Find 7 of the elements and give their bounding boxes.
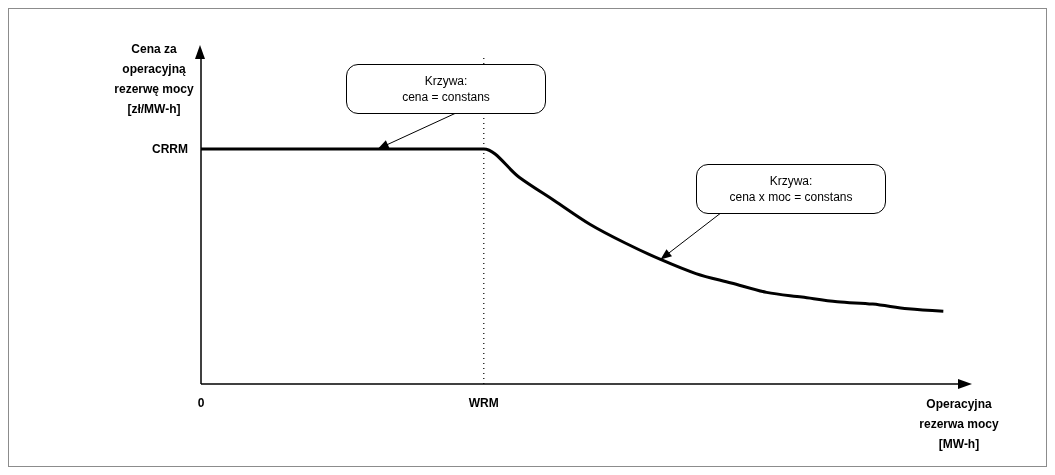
callout-box: Krzywa: cena x moc = constans [696, 164, 886, 214]
callout-box: Krzywa: cena = constans [346, 64, 546, 114]
x-tick-label: WRM [468, 395, 499, 410]
x-axis-title: Operacyjna rezerwa mocy [MW-h] [918, 396, 1000, 453]
x-tick-label: 0 [197, 395, 205, 410]
text: CRRM [152, 141, 188, 157]
y-axis-title: Cena za operacyjną rezerwę mocy [zł/MW-h] [114, 41, 194, 118]
